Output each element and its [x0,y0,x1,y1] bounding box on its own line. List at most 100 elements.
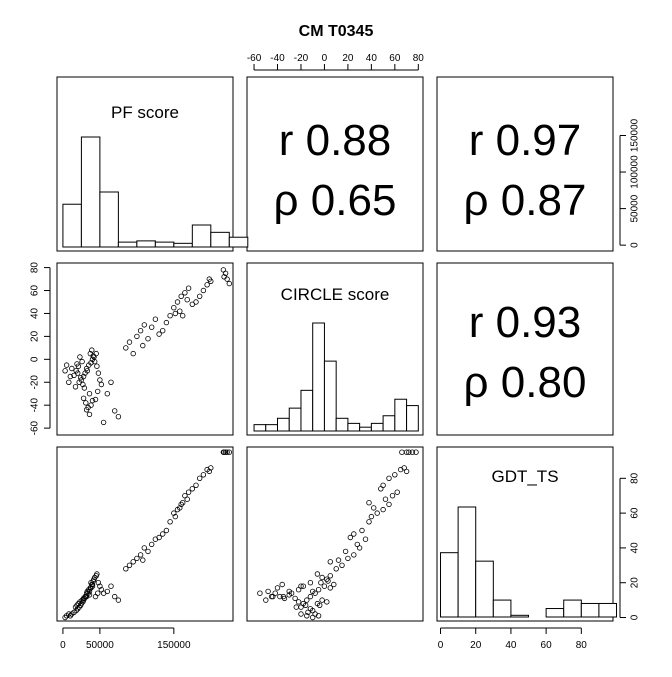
scatter-point-circle-gdt-76 [409,449,416,455]
scatter-point-pf-gdt-33 [94,590,101,596]
hist-bar-pf-2 [99,191,119,248]
scatter-point-circle-gdt-79 [413,449,419,455]
scatter-point-pf-circle-77 [224,276,230,282]
scatter-point-pf-circle-82 [156,331,162,337]
scatter-point-circle-gdt-64 [394,489,400,495]
scatter-point-pf-circle-34 [92,396,99,403]
scatter-point-pf-gdt-65 [189,486,195,492]
scatter-point-pf-gdt-66 [172,513,178,520]
scatter-point-pf-gdt-54 [137,552,144,558]
pf-right-axis-label-0: 0 [630,242,641,248]
scatter-point-circle-gdt-16 [303,602,309,608]
circle-left-axis-label-4: 20 [30,330,41,342]
scatter-point-pf-circle-7 [88,360,94,366]
scatter-point-pf-gdt-84 [193,482,199,488]
scatter-point-pf-gdt-80 [163,527,170,534]
scatter-point-circle-gdt-39 [293,604,299,610]
circle-top-axis-label-6: 60 [389,53,401,64]
scatter-point-pf-circle-54 [137,328,144,334]
corr-rho-pf-circle: ρ 0.65 [274,176,397,225]
scatter-point-pf-circle-39 [72,384,79,390]
scatter-point-pf-gdt-27 [90,578,96,584]
scatter-point-circle-gdt-69 [382,496,389,502]
gdt-right-axis-label-0: 0 [630,614,641,620]
circle-top-axis-label-7: 80 [413,53,425,64]
scatter-panels [62,267,419,621]
scatter-point-pf-gdt-77 [224,449,230,455]
scatter-point-circle-gdt-10 [310,588,316,595]
circle-left-axis-label-6: 60 [30,285,41,297]
scatter-point-pf-gdt-30 [95,580,102,586]
scatter-point-circle-gdt-54 [351,552,357,558]
scatter-point-pf-gdt-29 [94,571,100,577]
hist-bar-gdt-0 [440,552,459,618]
scatter-point-pf-circle-51 [126,339,133,345]
hist-bar-circle-3 [288,407,302,432]
diag-label-circle: CIRCLE score [281,285,390,304]
scatter-point-pf-gdt-62 [178,501,184,508]
scatter-point-circle-gdt-46 [265,588,271,595]
scatter-point-pf-circle-23 [63,362,70,368]
scatter-point-pf-circle-83 [167,313,173,319]
hist-bar-circle-13 [406,405,419,432]
scatter-point-circle-gdt-50 [333,566,339,572]
hist-bar-pf-7 [191,224,212,248]
hist-bar-gdt-3 [492,599,512,618]
diag-label-gdt: GDT_TS [491,467,558,486]
scatter-point-circle-gdt-66 [368,513,375,520]
scatter-point-circle-gdt-61 [380,506,386,513]
corr-r-pf-gdt: r 0.97 [469,116,582,165]
scatter-point-pf-circle-46 [86,411,93,418]
scatter-point-pf-circle-26 [89,347,95,353]
scatter-point-pf-circle-78 [226,280,232,287]
scatter-point-circle-gdt-4 [321,583,328,589]
scatter-point-pf-gdt-34 [92,593,99,600]
scatter-point-circle-gdt-24 [310,614,316,621]
hist-bar-gdt-4 [510,614,530,618]
scatter-point-pf-gdt-50 [123,566,129,572]
panel-frame-1-1 [246,262,424,436]
scatter-point-pf-circle-24 [62,368,68,374]
scatter-point-circle-gdt-67 [371,505,377,511]
circle-left-axis-label-0: -60 [30,420,41,435]
scatter-point-circle-gdt-56 [342,548,349,555]
scatter-point-circle-gdt-26 [331,581,337,588]
scatter-point-pf-circle-79 [220,267,227,273]
scatter-point-circle-gdt-44 [257,590,263,596]
hist-bar-pf-8 [210,231,230,248]
gdt-right-axis-label-2: 40 [630,542,641,554]
scatter-point-pf-gdt-31 [97,583,103,589]
scatter-point-pf-gdt-47 [88,585,94,591]
scatter-point-circle-gdt-57 [354,541,360,548]
panel-frame-0-1 [246,76,424,252]
scatter-point-pf-gdt-51 [126,562,133,568]
circle-left-axis-label-5: 40 [30,307,41,319]
hist-bar-pf-4 [136,240,156,248]
scatter-point-pf-circle-58 [152,316,159,322]
scatter-point-pf-circle-38 [74,361,80,367]
corr-rho-circle-gdt: ρ 0.80 [464,358,587,407]
scatter-point-circle-gdt-58 [362,536,369,542]
scatter-point-circle-gdt-48 [279,581,285,588]
hist-bar-gdt-6 [545,608,565,618]
panel-frame-2-1 [246,446,424,622]
scatter-point-circle-gdt-63 [389,493,396,499]
scatter-point-pf-circle-12 [86,391,93,397]
scatter-point-circle-gdt-40 [286,588,292,595]
scatter-point-pf-gdt-59 [140,557,146,563]
scatter-point-circle-gdt-74 [386,475,392,481]
scatter-point-pf-circle-55 [141,322,147,328]
gdt-bottom-axis-label-2: 40 [505,640,517,651]
gdt-bottom-axis-label-4: 80 [576,640,588,651]
scatter-point-circle-gdt-13 [277,593,283,600]
scatter-point-pf-circle-62 [178,293,184,299]
scatter-point-pf-gdt-78 [226,449,232,455]
scatter-point-circle-gdt-45 [270,593,276,600]
scatter-point-pf-gdt-64 [185,489,192,495]
scatter-point-pf-gdt-42 [111,593,118,600]
scatter-point-circle-gdt-0 [307,593,314,600]
panel-frames [56,76,614,622]
scatter-point-pf-gdt-69 [184,496,190,502]
